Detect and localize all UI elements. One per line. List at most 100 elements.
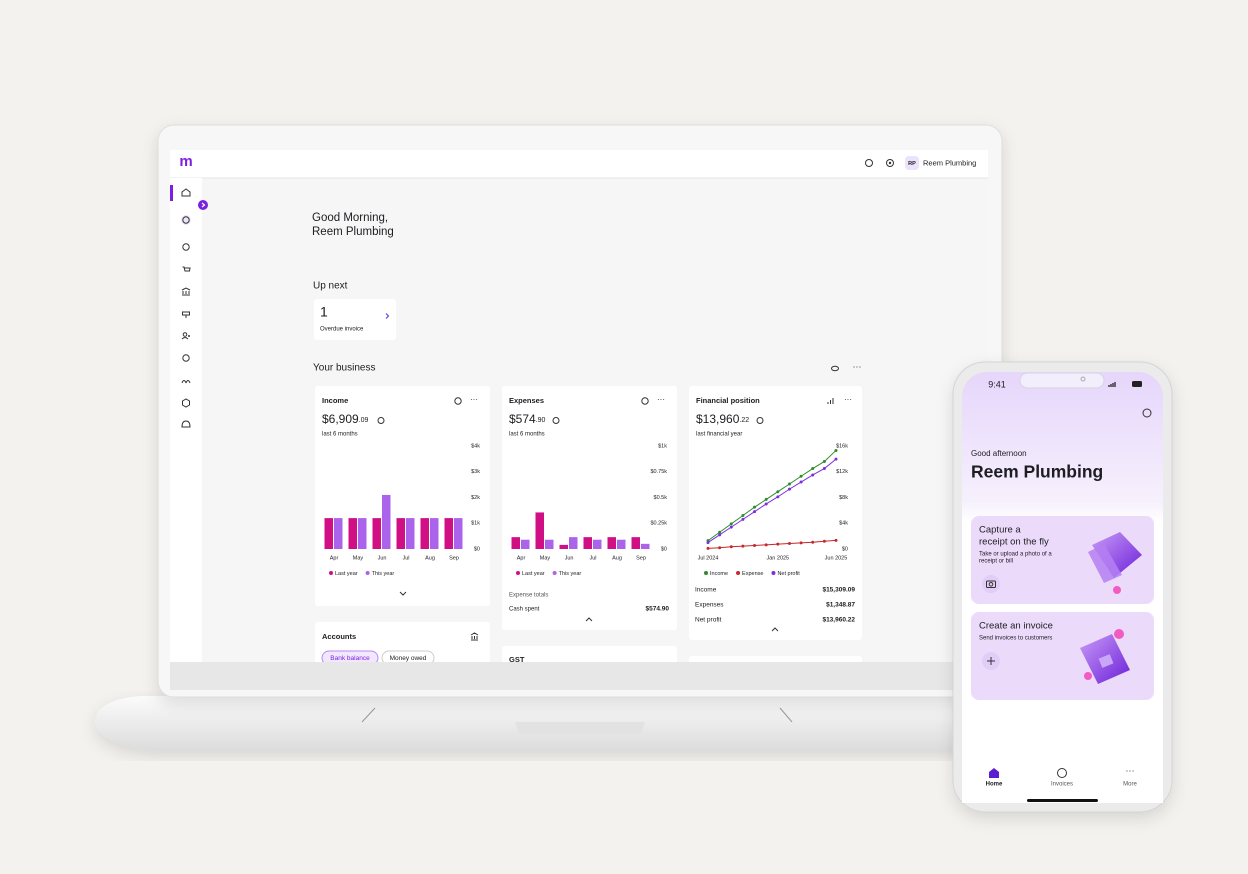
point <box>799 474 803 478</box>
bar <box>382 494 391 549</box>
bar <box>324 518 333 549</box>
x-tick-label: Jun <box>378 555 387 561</box>
nav-icon[interactable] <box>181 335 190 340</box>
point <box>741 517 745 521</box>
camera-button[interactable] <box>982 575 1000 593</box>
nav-home-icon[interactable] <box>989 768 999 778</box>
eye-icon[interactable] <box>831 365 839 372</box>
section-title: Up next <box>313 281 348 292</box>
point <box>741 514 745 518</box>
x-tick-label: Jun 2025 <box>825 555 848 561</box>
total-label: Cash spent <box>509 607 540 613</box>
point <box>729 545 733 549</box>
info-icon[interactable] <box>377 417 385 424</box>
account-name[interactable]: Reem Plumbing <box>923 158 976 167</box>
y-tick-label: $8k <box>839 495 848 501</box>
bar <box>617 539 626 549</box>
signal <box>1108 382 1116 387</box>
y-tick-label: $0 <box>474 546 480 552</box>
nav-icon[interactable] <box>182 243 190 251</box>
overdue-card[interactable] <box>314 299 396 340</box>
nav-home[interactable] <box>181 188 191 197</box>
y-tick-label: $3k <box>471 469 480 475</box>
laptop-chin <box>170 662 988 690</box>
collapse-chevron[interactable] <box>771 627 779 632</box>
logo[interactable]: m <box>179 153 192 170</box>
y-tick-label: $1k <box>658 443 667 449</box>
nav-label[interactable]: More <box>1123 782 1137 788</box>
bar <box>545 539 554 549</box>
sidebar-expand[interactable] <box>198 200 208 210</box>
point <box>787 482 791 486</box>
nav-add[interactable] <box>182 216 190 224</box>
card-amount: $13,960.22 <box>696 412 749 426</box>
bar <box>372 518 381 549</box>
nav-label[interactable]: Invoices <box>1051 782 1073 788</box>
total-value: $574.90 <box>646 606 670 613</box>
bar <box>511 537 520 549</box>
tab[interactable] <box>381 650 435 665</box>
tab-active[interactable] <box>321 650 379 665</box>
nav-invoices-icon[interactable] <box>1057 768 1067 778</box>
info-icon[interactable] <box>552 417 560 424</box>
bar <box>641 543 650 549</box>
legend-swatch <box>329 571 333 575</box>
point <box>799 480 803 484</box>
line <box>707 450 837 542</box>
bar <box>631 537 640 549</box>
y-tick-label: $1k <box>471 521 480 527</box>
nav-icon[interactable] <box>182 354 190 362</box>
point <box>718 530 722 534</box>
x-tick-label: May <box>353 555 364 561</box>
chart-icon[interactable] <box>827 398 834 404</box>
x-tick-label: Apr <box>330 555 339 561</box>
bank-icon[interactable] <box>470 632 479 641</box>
illustration <box>1092 532 1142 578</box>
y-tick-label: $0.5k <box>654 495 668 501</box>
line <box>707 539 837 549</box>
x-tick-label: Sep <box>636 555 646 561</box>
nav-icon[interactable] <box>181 287 191 296</box>
x-tick-label: Jul <box>402 555 409 561</box>
legend-label: This year <box>372 571 395 577</box>
nav-label[interactable]: Home <box>986 782 1003 788</box>
active-indicator <box>170 185 173 201</box>
add-icon[interactable] <box>641 397 649 405</box>
nav-icon[interactable] <box>182 311 190 318</box>
help-icon[interactable] <box>1142 408 1152 418</box>
charts: $0 $1k $2k $3k $4k Apr May Jun Jul Aug Sep Last yea… <box>324 443 855 624</box>
financial-card <box>689 386 862 640</box>
amount-cents: .09 <box>359 417 369 424</box>
point <box>799 541 803 545</box>
avatar[interactable] <box>905 156 919 170</box>
card-title: Financial position <box>696 396 760 405</box>
bar <box>396 518 405 549</box>
point <box>787 542 791 546</box>
bar <box>430 518 439 549</box>
more-icon[interactable]: ··· <box>470 395 478 404</box>
expand-chevron[interactable] <box>399 591 407 596</box>
nav-icon[interactable] <box>182 266 191 272</box>
x-tick-label: Jul <box>589 555 596 561</box>
card-amount: $6,909.09 <box>322 412 369 426</box>
point <box>706 541 710 545</box>
point <box>787 487 791 491</box>
nav-icon[interactable] <box>181 420 191 428</box>
settings-icon[interactable] <box>886 159 894 167</box>
add-icon[interactable] <box>454 397 462 405</box>
more-icon[interactable]: ··· <box>844 395 852 404</box>
collapse-chevron[interactable] <box>585 617 593 622</box>
more-icon[interactable]: ··· <box>853 361 862 371</box>
help-icon[interactable] <box>865 159 873 167</box>
nav-more-icon[interactable]: ··· <box>1126 765 1135 775</box>
card-title: GST <box>509 655 525 664</box>
more-icon[interactable]: ··· <box>657 395 665 404</box>
nav-icon[interactable] <box>182 398 190 408</box>
info-icon[interactable] <box>756 417 764 424</box>
nav-icon[interactable] <box>182 332 188 337</box>
overdue-count: 1 <box>320 304 328 320</box>
nav-icon[interactable] <box>181 380 191 384</box>
trackpad-notch <box>515 722 645 734</box>
expenses-card <box>502 386 677 630</box>
y-tick-label: $0.25k <box>650 521 667 527</box>
